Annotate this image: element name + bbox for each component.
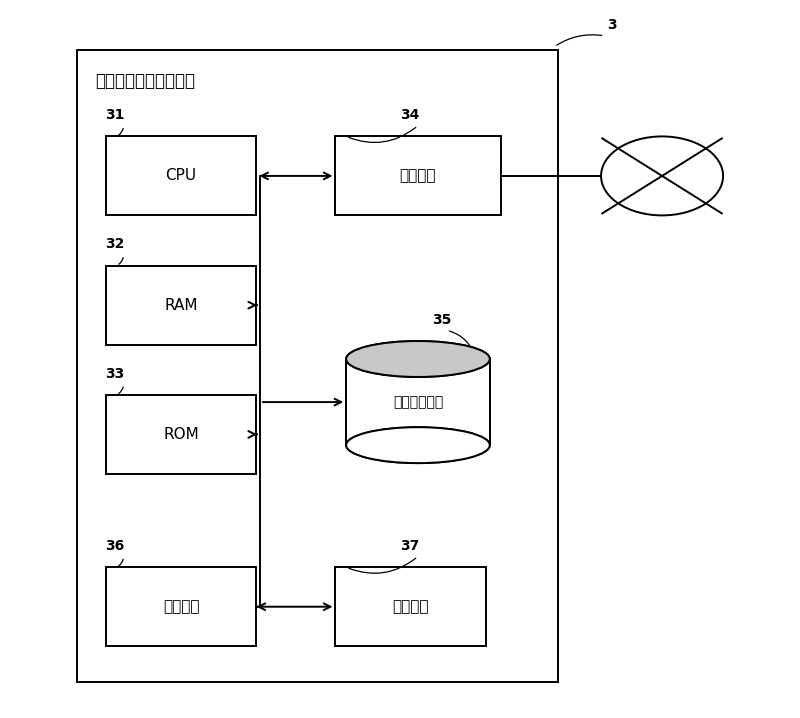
Text: CPU: CPU [166, 169, 197, 183]
Text: 36: 36 [106, 539, 125, 553]
Bar [106, 136, 257, 215]
Bar [346, 359, 490, 445]
Ellipse shape [346, 341, 490, 377]
Text: 34: 34 [400, 108, 419, 122]
Text: 35: 35 [432, 313, 452, 327]
Ellipse shape [346, 341, 490, 377]
Bar [106, 395, 257, 474]
Text: RAM: RAM [164, 298, 198, 312]
Text: 32: 32 [106, 238, 125, 251]
Text: 33: 33 [106, 367, 125, 381]
Bar [77, 50, 558, 682]
Text: 辅助存储装置: 辅助存储装置 [393, 395, 443, 409]
Text: 输入装置: 输入装置 [162, 600, 199, 614]
Bar [335, 567, 486, 646]
Bar [106, 266, 257, 345]
Ellipse shape [346, 427, 490, 463]
Bar [106, 567, 257, 646]
Ellipse shape [346, 427, 490, 463]
Text: 31: 31 [106, 108, 125, 122]
Ellipse shape [601, 136, 723, 215]
Text: 声音合成模型生成装置: 声音合成模型生成装置 [95, 72, 195, 90]
Text: 37: 37 [400, 539, 419, 553]
Text: 输出装置: 输出装置 [393, 600, 429, 614]
Text: 通信模块: 通信模块 [400, 169, 436, 183]
Text: 3: 3 [607, 18, 617, 32]
Bar [335, 136, 501, 215]
Text: ROM: ROM [163, 427, 199, 442]
